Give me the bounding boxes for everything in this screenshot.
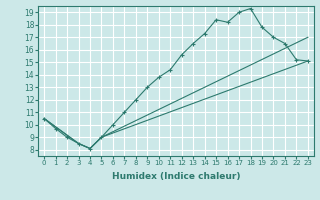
- X-axis label: Humidex (Indice chaleur): Humidex (Indice chaleur): [112, 172, 240, 181]
